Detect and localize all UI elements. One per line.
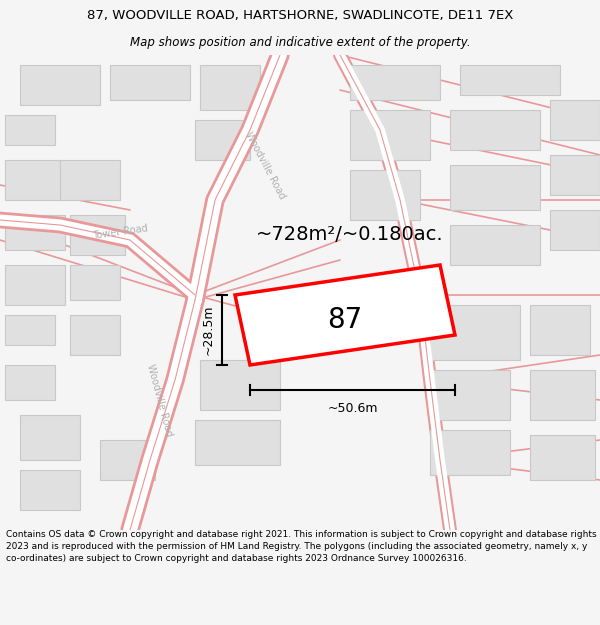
Polygon shape xyxy=(70,215,125,255)
Polygon shape xyxy=(5,365,55,400)
Text: ~28.5m: ~28.5m xyxy=(202,305,215,355)
Polygon shape xyxy=(430,305,520,360)
Text: ~50.6m: ~50.6m xyxy=(327,402,378,415)
Polygon shape xyxy=(550,210,600,250)
Polygon shape xyxy=(430,370,510,420)
Polygon shape xyxy=(450,165,540,210)
Text: Woodville Road: Woodville Road xyxy=(243,130,287,200)
Text: Contains OS data © Crown copyright and database right 2021. This information is : Contains OS data © Crown copyright and d… xyxy=(6,530,596,562)
Polygon shape xyxy=(530,370,595,420)
Polygon shape xyxy=(550,100,600,140)
Text: Woodville Road: Woodville Road xyxy=(146,362,175,438)
Polygon shape xyxy=(350,110,430,160)
Polygon shape xyxy=(5,160,65,200)
Text: 87, WOODVILLE ROAD, HARTSHORNE, SWADLINCOTE, DE11 7EX: 87, WOODVILLE ROAD, HARTSHORNE, SWADLINC… xyxy=(87,9,513,22)
Text: Map shows position and indicative extent of the property.: Map shows position and indicative extent… xyxy=(130,36,470,49)
Polygon shape xyxy=(5,115,55,145)
Polygon shape xyxy=(100,440,155,480)
Polygon shape xyxy=(235,265,455,365)
Polygon shape xyxy=(350,170,420,220)
Polygon shape xyxy=(530,305,590,355)
Polygon shape xyxy=(195,420,280,465)
Polygon shape xyxy=(200,65,260,110)
Polygon shape xyxy=(530,435,595,480)
Polygon shape xyxy=(20,415,80,460)
Text: 87: 87 xyxy=(328,306,362,334)
Polygon shape xyxy=(20,470,80,510)
Polygon shape xyxy=(550,155,600,195)
Polygon shape xyxy=(110,65,190,100)
Polygon shape xyxy=(450,225,540,265)
Polygon shape xyxy=(195,120,250,160)
Polygon shape xyxy=(450,110,540,150)
Polygon shape xyxy=(5,315,55,345)
Polygon shape xyxy=(350,65,440,100)
Polygon shape xyxy=(70,265,120,300)
Polygon shape xyxy=(460,65,560,95)
Polygon shape xyxy=(20,65,100,105)
Text: Tower Road: Tower Road xyxy=(92,223,148,241)
Polygon shape xyxy=(430,430,510,475)
Text: ~728m²/~0.180ac.: ~728m²/~0.180ac. xyxy=(256,226,444,244)
Polygon shape xyxy=(70,315,120,355)
Polygon shape xyxy=(60,160,120,200)
Polygon shape xyxy=(200,360,280,410)
Polygon shape xyxy=(5,265,65,305)
Polygon shape xyxy=(5,215,65,250)
